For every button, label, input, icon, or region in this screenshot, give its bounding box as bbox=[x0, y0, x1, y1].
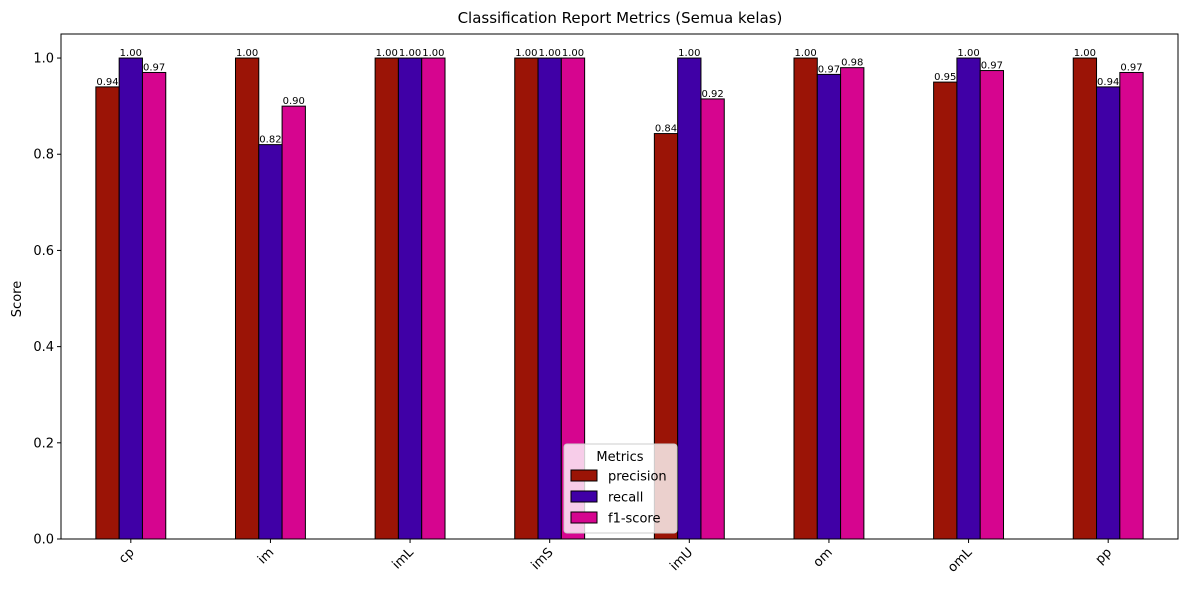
data-label: 1.00 bbox=[120, 48, 142, 59]
y-tick-label: 0.2 bbox=[33, 436, 54, 451]
data-label: 0.92 bbox=[701, 89, 723, 100]
bars-group bbox=[95, 57, 1144, 540]
data-label: 1.00 bbox=[562, 48, 584, 59]
legend-items: precision recall f1-score bbox=[570, 469, 667, 527]
y-axis-label: Score bbox=[10, 281, 25, 317]
chart-title: Classification Report Metrics (Semua kel… bbox=[458, 9, 783, 27]
data-label: 0.94 bbox=[96, 77, 118, 88]
bar-recall-imU bbox=[677, 57, 702, 540]
legend-title: Metrics bbox=[596, 450, 643, 465]
x-tick-label: omL bbox=[945, 545, 976, 576]
y-tick-label: 0.0 bbox=[33, 533, 54, 548]
bar-precision-pp bbox=[1072, 57, 1098, 540]
bar-f1-score-imL bbox=[421, 57, 446, 540]
bar-recall-omL bbox=[956, 57, 981, 540]
bar-f1-score-omL bbox=[979, 70, 1005, 540]
data-label: 0.95 bbox=[934, 72, 956, 83]
data-label: 0.97 bbox=[143, 62, 165, 73]
x-tick-label: im bbox=[255, 545, 277, 567]
legend: Metrics precision recall f1-score bbox=[563, 443, 678, 534]
bar-precision-om bbox=[793, 57, 818, 540]
data-label: 1.00 bbox=[678, 48, 700, 59]
bar-precision-imL bbox=[374, 57, 399, 540]
data-label: 0.97 bbox=[1120, 62, 1142, 73]
bar-recall-imL bbox=[397, 57, 423, 540]
x-tick-label: pp bbox=[1093, 545, 1115, 567]
legend-swatch-f1-score bbox=[570, 511, 598, 524]
data-label: 1.00 bbox=[957, 48, 979, 59]
bar-recall-cp bbox=[118, 57, 143, 540]
data-label: 1.00 bbox=[422, 48, 444, 59]
data-label: 1.00 bbox=[795, 48, 817, 59]
data-label: 1.00 bbox=[539, 48, 561, 59]
legend-swatch-recall bbox=[570, 490, 598, 503]
bar-f1-score-pp bbox=[1119, 71, 1144, 540]
legend-swatch-precision bbox=[570, 469, 598, 482]
data-label: 1.00 bbox=[236, 48, 258, 59]
data-label: 0.82 bbox=[259, 135, 281, 146]
legend-label-recall: recall bbox=[608, 491, 643, 506]
bar-precision-im bbox=[234, 57, 260, 540]
data-label: 0.98 bbox=[841, 58, 863, 69]
bar-f1-score-cp bbox=[141, 71, 167, 540]
bar-recall-pp bbox=[1096, 86, 1121, 540]
bar-f1-score-om bbox=[840, 67, 865, 540]
y-tick-label: 0.8 bbox=[33, 148, 54, 163]
x-tick-label: imL bbox=[390, 545, 418, 573]
y-axis-ticks: 0.0 0.2 0.4 0.6 0.8 1.0 bbox=[33, 52, 61, 548]
bar-recall-im bbox=[258, 144, 283, 540]
bar-precision-imS bbox=[514, 57, 539, 540]
x-axis-ticks: cp im imL imS imU om omL pp bbox=[116, 539, 1115, 576]
data-labels-group: 0.941.000.971.000.820.901.00 1.00 1.00 1.00… bbox=[96, 48, 1142, 146]
data-label: 0.97 bbox=[818, 64, 840, 75]
data-label: 0.90 bbox=[283, 96, 305, 107]
legend-frame bbox=[563, 443, 678, 534]
x-tick-label: cp bbox=[116, 545, 138, 567]
bar-recall-om bbox=[816, 73, 842, 540]
data-label: 0.94 bbox=[1097, 77, 1119, 88]
plot-frame bbox=[60, 33, 1179, 540]
data-label: 1.00 bbox=[376, 48, 398, 59]
bar-precision-omL bbox=[933, 81, 958, 540]
data-label: 0.84 bbox=[655, 124, 677, 135]
bar-recall-imS bbox=[537, 57, 562, 540]
data-label: 0.97 bbox=[981, 61, 1003, 72]
y-tick-label: 0.4 bbox=[33, 340, 54, 355]
data-label: 1.00 bbox=[515, 48, 537, 59]
data-label: 1.00 bbox=[1074, 48, 1096, 59]
bar-f1-score-im bbox=[281, 105, 306, 540]
bar-f1-score-imU bbox=[700, 98, 725, 540]
x-tick-label: imU bbox=[667, 545, 696, 574]
legend-label-f1-score: f1-score bbox=[608, 512, 660, 527]
legend-label-precision: precision bbox=[608, 470, 667, 485]
x-tick-label: om bbox=[811, 545, 836, 570]
bar-precision-cp bbox=[95, 86, 120, 540]
y-tick-label: 0.6 bbox=[33, 244, 54, 259]
y-tick-label: 1.0 bbox=[33, 52, 54, 67]
data-label: 1.00 bbox=[399, 48, 421, 59]
x-tick-label: imS bbox=[529, 545, 557, 573]
